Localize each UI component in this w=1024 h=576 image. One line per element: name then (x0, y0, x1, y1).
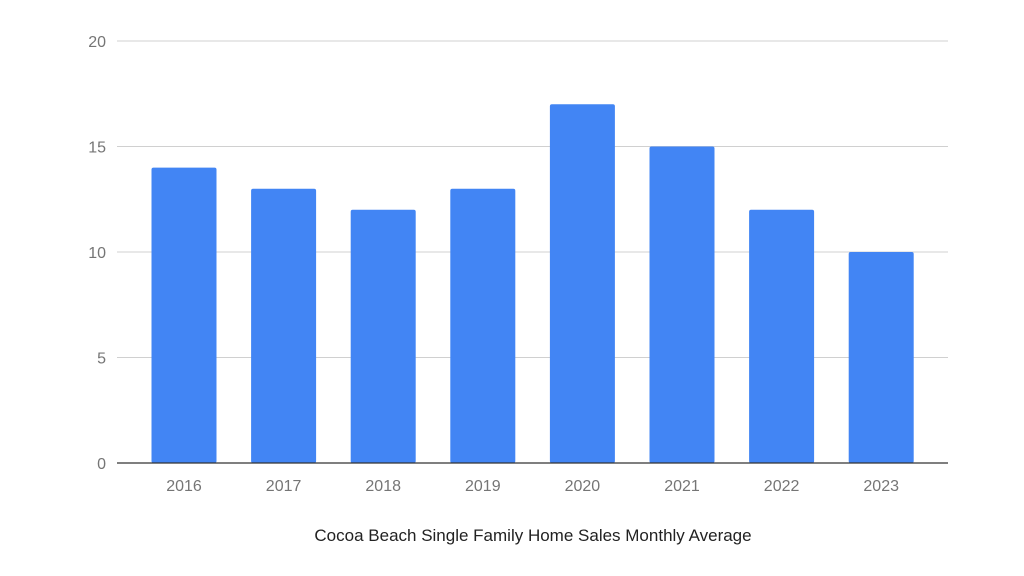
x-tick-label: 2019 (465, 478, 501, 495)
y-tick-label: 10 (88, 245, 106, 262)
bar-2016[interactable] (151, 167, 217, 463)
x-tick-label: 2021 (664, 478, 700, 495)
bar-2018[interactable] (350, 209, 416, 463)
bar-2022[interactable] (749, 209, 815, 463)
bars (151, 104, 914, 464)
gridlines (117, 40, 948, 358)
x-tick-label: 2016 (166, 478, 202, 495)
x-tick-label: 2022 (764, 478, 800, 495)
x-tick-label: 2023 (863, 478, 899, 495)
y-tick-label: 20 (88, 34, 106, 51)
bar-2020[interactable] (549, 104, 615, 464)
y-tick-label: 5 (97, 351, 106, 368)
y-axis-ticks: 0 5 10 15 20 (88, 34, 106, 473)
bar-2021[interactable] (649, 146, 715, 464)
bar-2017[interactable] (251, 188, 317, 463)
x-axis-ticks: 2016 2017 2018 2019 2020 2021 2022 2023 (166, 478, 899, 495)
y-tick-label: 15 (88, 140, 106, 157)
x-tick-label: 2020 (565, 478, 601, 495)
bar-2023[interactable] (848, 252, 914, 463)
x-tick-label: 2018 (365, 478, 401, 495)
y-tick-label: 0 (97, 456, 106, 473)
bar-2019[interactable] (450, 188, 516, 463)
x-tick-label: 2017 (266, 478, 302, 495)
x-axis-label: Cocoa Beach Single Family Home Sales Mon… (314, 526, 751, 545)
